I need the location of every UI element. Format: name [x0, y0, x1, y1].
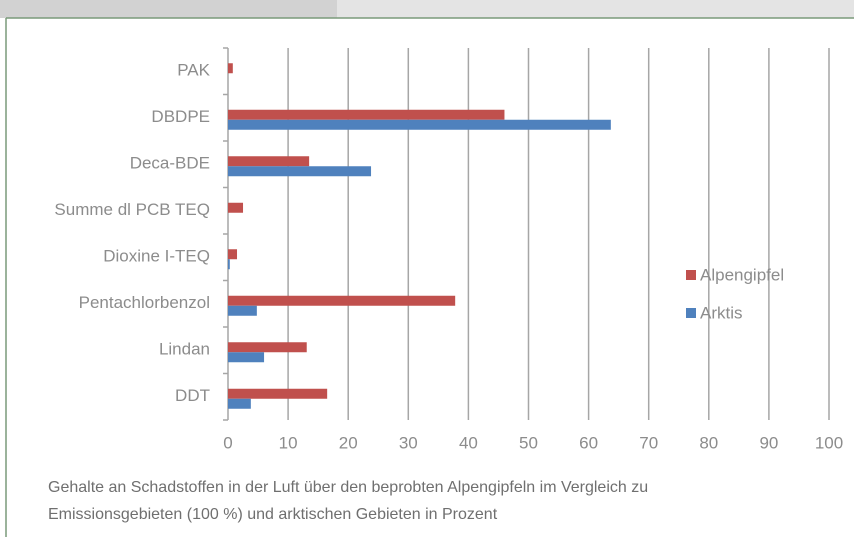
legend-swatch	[686, 308, 696, 318]
x-tick-label: 60	[579, 433, 598, 452]
bar	[228, 249, 238, 260]
bar	[228, 119, 611, 130]
x-tick-label: 40	[459, 433, 478, 452]
x-tick-label: 10	[279, 433, 298, 452]
legend-label: Arktis	[700, 303, 743, 322]
x-tick-label: 20	[339, 433, 358, 452]
y-tick-label: PAK	[177, 61, 210, 80]
caption: Gehalte an Schadstoffen in der Luft über…	[48, 479, 649, 523]
x-tick-label: 0	[223, 433, 232, 452]
x-tick-label: 90	[759, 433, 778, 452]
bar	[228, 352, 265, 363]
x-tick-label: 70	[639, 433, 658, 452]
legend-swatch	[686, 270, 696, 280]
bar	[228, 295, 456, 306]
bar	[228, 398, 251, 409]
x-tick-label: 100	[815, 433, 843, 452]
y-tick-label: DBDPE	[151, 107, 210, 126]
y-tick-label: Deca-BDE	[130, 154, 210, 173]
x-tick-label: 80	[699, 433, 718, 452]
x-tick-label: 50	[519, 433, 538, 452]
bar	[228, 63, 233, 74]
bar	[228, 202, 244, 213]
bar	[228, 156, 310, 167]
plot: 0 10 20 30 40 50 60 70 80 90 100 PAK DBDPE Deca-BDE Su…	[54, 47, 843, 452]
y-tick-label: Summe dl PCB TEQ	[54, 200, 210, 219]
bar	[228, 342, 307, 353]
tab	[0, 0, 337, 18]
y-tick-label: DDT	[175, 386, 210, 405]
bar	[228, 388, 328, 399]
bar	[228, 259, 230, 270]
y-tick-label: Lindan	[159, 340, 210, 359]
bar	[228, 305, 257, 316]
legend-label: Alpengipfel	[700, 265, 784, 284]
bar	[228, 166, 372, 177]
bar	[228, 109, 505, 120]
y-tick-label: Dioxine I-TEQ	[103, 247, 210, 266]
y-tick-label: Pentachlorbenzol	[79, 293, 210, 312]
x-tick-label: 30	[399, 433, 418, 452]
